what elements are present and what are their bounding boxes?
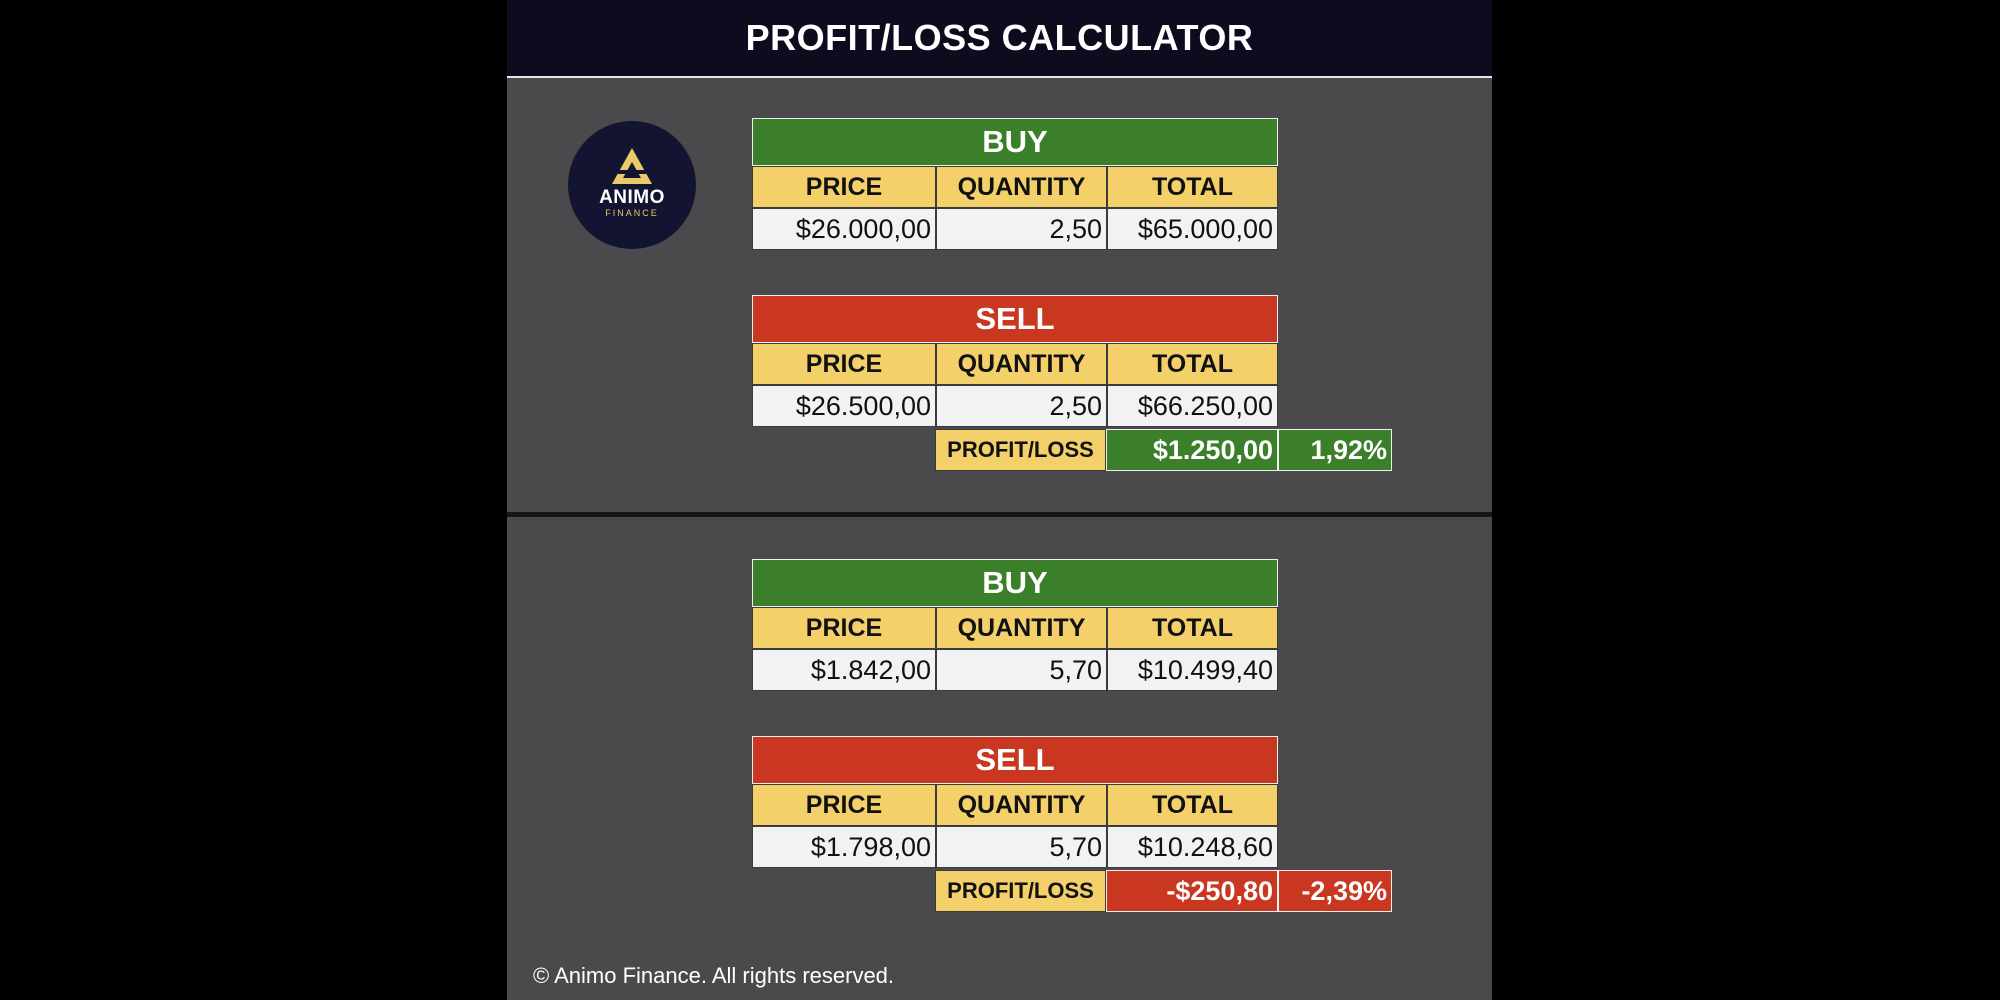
logo-brand: ANIMO	[599, 187, 665, 208]
sell-header: SELL	[752, 736, 1278, 784]
example1-profit-loss-row: PROFIT/LOSS $1.250,00 1,92%	[935, 429, 1392, 471]
profit-loss-amount: $1.250,00	[1106, 429, 1278, 471]
page-title: PROFIT/LOSS CALCULATOR	[745, 17, 1254, 58]
quantity-column-header: QUANTITY	[936, 343, 1107, 385]
title-bar: PROFIT/LOSS CALCULATOR	[507, 0, 1492, 78]
total-column-header: TOTAL	[1107, 607, 1278, 649]
buy-header: BUY	[752, 118, 1278, 166]
buy-price-cell[interactable]: $1.842,00	[752, 649, 936, 691]
sell-total-cell: $66.250,00	[1107, 385, 1278, 427]
sell-price-cell[interactable]: $26.500,00	[752, 385, 936, 427]
animo-finance-logo: ANIMO FINANCE	[568, 121, 696, 249]
buy-quantity-cell[interactable]: 5,70	[936, 649, 1107, 691]
section-divider	[507, 512, 1492, 517]
calculator-panel: PROFIT/LOSS CALCULATOR ANIMO FINANCE BUY…	[507, 0, 1492, 1000]
triangle-logo-icon	[612, 148, 652, 184]
logo-sub: FINANCE	[605, 208, 659, 218]
buy-total-cell: $10.499,40	[1107, 649, 1278, 691]
profit-loss-label: PROFIT/LOSS	[935, 429, 1106, 471]
sell-quantity-cell[interactable]: 2,50	[936, 385, 1107, 427]
profit-loss-label: PROFIT/LOSS	[935, 870, 1106, 912]
sell-total-cell: $10.248,60	[1107, 826, 1278, 868]
example2-buy-table: BUY PRICE QUANTITY TOTAL $1.842,00 5,70 …	[752, 559, 1278, 691]
price-column-header: PRICE	[752, 607, 936, 649]
profit-loss-percent: -2,39%	[1278, 870, 1392, 912]
buy-header: BUY	[752, 559, 1278, 607]
quantity-column-header: QUANTITY	[936, 166, 1107, 208]
quantity-column-header: QUANTITY	[936, 607, 1107, 649]
quantity-column-header: QUANTITY	[936, 784, 1107, 826]
example2-profit-loss-row: PROFIT/LOSS -$250,80 -2,39%	[935, 870, 1392, 912]
buy-quantity-cell[interactable]: 2,50	[936, 208, 1107, 250]
example1-sell-table: SELL PRICE QUANTITY TOTAL $26.500,00 2,5…	[752, 295, 1278, 427]
total-column-header: TOTAL	[1107, 784, 1278, 826]
buy-total-cell: $65.000,00	[1107, 208, 1278, 250]
price-column-header: PRICE	[752, 784, 936, 826]
sell-price-cell[interactable]: $1.798,00	[752, 826, 936, 868]
profit-loss-amount: -$250,80	[1106, 870, 1278, 912]
example2-sell-table: SELL PRICE QUANTITY TOTAL $1.798,00 5,70…	[752, 736, 1278, 868]
buy-price-cell[interactable]: $26.000,00	[752, 208, 936, 250]
copyright-footer: © Animo Finance. All rights reserved.	[533, 963, 895, 988]
price-column-header: PRICE	[752, 343, 936, 385]
sell-header: SELL	[752, 295, 1278, 343]
example1-buy-table: BUY PRICE QUANTITY TOTAL $26.000,00 2,50…	[752, 118, 1278, 250]
price-column-header: PRICE	[752, 166, 936, 208]
total-column-header: TOTAL	[1107, 166, 1278, 208]
sell-quantity-cell[interactable]: 5,70	[936, 826, 1107, 868]
total-column-header: TOTAL	[1107, 343, 1278, 385]
profit-loss-percent: 1,92%	[1278, 429, 1392, 471]
